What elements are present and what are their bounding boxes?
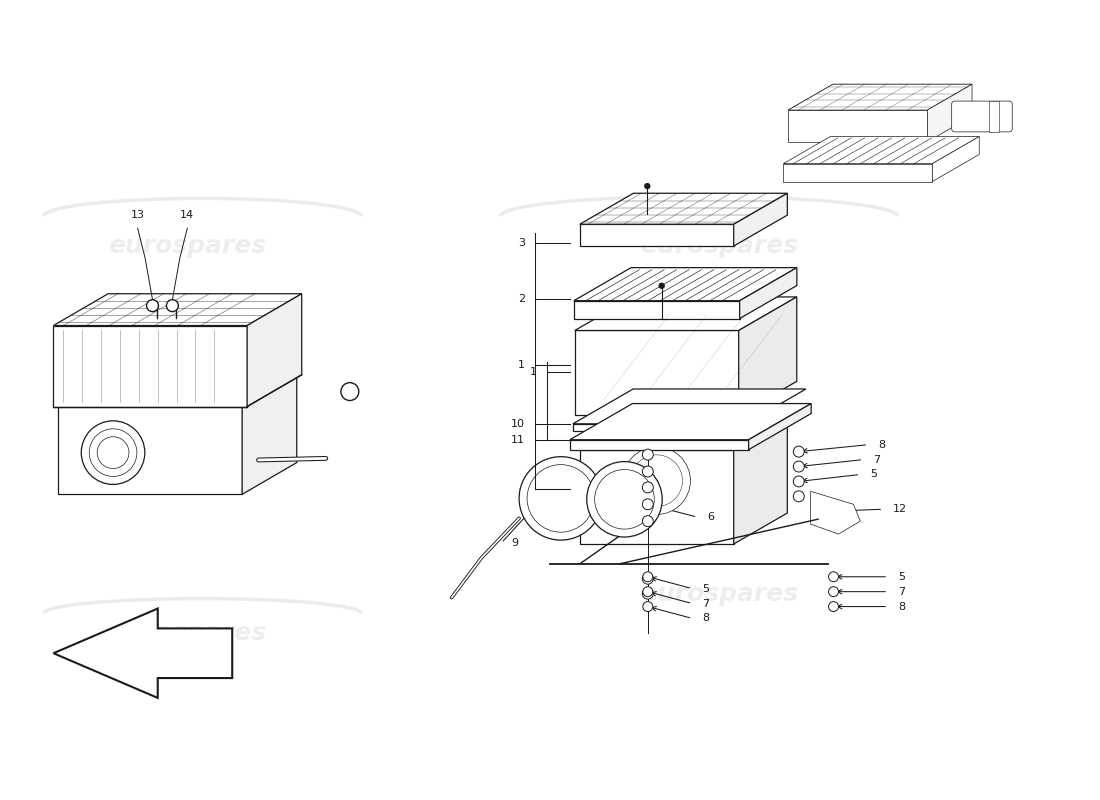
Circle shape: [793, 491, 804, 502]
Text: 3: 3: [518, 238, 525, 248]
Text: 7: 7: [703, 598, 710, 609]
Polygon shape: [580, 450, 734, 544]
Polygon shape: [242, 370, 297, 494]
Text: 1: 1: [518, 360, 525, 370]
Circle shape: [828, 572, 838, 582]
Polygon shape: [574, 301, 739, 318]
Text: 7: 7: [898, 586, 905, 597]
Polygon shape: [783, 137, 979, 164]
Circle shape: [89, 429, 136, 477]
Text: 4: 4: [518, 484, 525, 494]
Circle shape: [642, 499, 653, 510]
Circle shape: [642, 572, 652, 582]
Circle shape: [793, 461, 804, 472]
Text: 5: 5: [870, 470, 878, 479]
Text: eurospares: eurospares: [640, 234, 798, 258]
Circle shape: [146, 300, 158, 312]
Polygon shape: [575, 297, 796, 330]
Text: 5: 5: [898, 572, 905, 582]
Text: 9: 9: [512, 538, 518, 548]
Polygon shape: [734, 418, 788, 544]
Text: 1: 1: [530, 367, 537, 377]
Polygon shape: [811, 491, 860, 534]
Polygon shape: [933, 137, 979, 182]
FancyBboxPatch shape: [952, 101, 1012, 132]
Polygon shape: [783, 164, 933, 182]
Circle shape: [828, 602, 838, 611]
Polygon shape: [575, 330, 739, 415]
Polygon shape: [248, 294, 301, 406]
Polygon shape: [54, 609, 232, 698]
Circle shape: [642, 466, 653, 477]
Circle shape: [81, 421, 145, 485]
Polygon shape: [734, 194, 788, 246]
Circle shape: [642, 482, 653, 493]
Circle shape: [586, 462, 662, 537]
Bar: [989, 101, 1000, 132]
Text: 14: 14: [180, 210, 195, 220]
Text: eurospares: eurospares: [109, 622, 266, 646]
Circle shape: [659, 283, 664, 288]
Circle shape: [828, 586, 838, 597]
Text: 13: 13: [131, 210, 144, 220]
Polygon shape: [573, 389, 806, 424]
Text: 12: 12: [893, 504, 907, 514]
Circle shape: [166, 300, 178, 312]
Polygon shape: [789, 110, 927, 142]
Circle shape: [642, 516, 653, 526]
Text: 8: 8: [898, 602, 905, 611]
Circle shape: [793, 476, 804, 487]
Circle shape: [97, 437, 129, 469]
Text: 6: 6: [707, 512, 714, 522]
Polygon shape: [580, 224, 734, 246]
Circle shape: [623, 447, 691, 514]
Circle shape: [645, 184, 650, 189]
Circle shape: [642, 602, 652, 611]
Text: 10: 10: [512, 419, 525, 429]
Polygon shape: [574, 268, 796, 301]
Text: 5: 5: [703, 584, 710, 594]
Text: 7: 7: [873, 454, 880, 465]
Text: 8: 8: [703, 614, 710, 623]
Circle shape: [595, 470, 654, 529]
Polygon shape: [927, 84, 972, 142]
Text: 2: 2: [518, 294, 525, 304]
Circle shape: [527, 465, 595, 532]
Text: 8: 8: [878, 440, 886, 450]
Polygon shape: [54, 326, 248, 406]
Circle shape: [793, 446, 804, 457]
Polygon shape: [573, 424, 746, 430]
Text: 11: 11: [512, 434, 525, 445]
Polygon shape: [570, 403, 811, 440]
Polygon shape: [570, 440, 749, 450]
Polygon shape: [739, 297, 796, 415]
Circle shape: [642, 588, 653, 599]
Polygon shape: [54, 294, 301, 326]
Polygon shape: [789, 84, 972, 110]
Text: eurospares: eurospares: [109, 234, 266, 258]
Polygon shape: [580, 418, 788, 450]
Circle shape: [642, 449, 653, 460]
Circle shape: [519, 457, 603, 540]
Circle shape: [630, 455, 682, 506]
Polygon shape: [739, 268, 796, 318]
Polygon shape: [58, 402, 242, 494]
Polygon shape: [749, 403, 811, 450]
Text: eurospares: eurospares: [640, 582, 798, 606]
Polygon shape: [580, 194, 788, 224]
Circle shape: [341, 382, 359, 401]
Circle shape: [642, 586, 652, 597]
Polygon shape: [789, 84, 972, 110]
Circle shape: [642, 574, 653, 584]
